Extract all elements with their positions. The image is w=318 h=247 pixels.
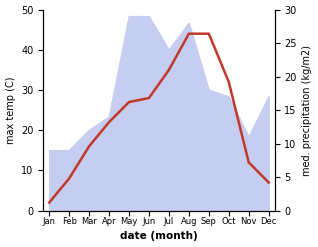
Y-axis label: med. precipitation (kg/m2): med. precipitation (kg/m2) <box>302 45 313 176</box>
Y-axis label: max temp (C): max temp (C) <box>5 76 16 144</box>
X-axis label: date (month): date (month) <box>120 231 198 242</box>
